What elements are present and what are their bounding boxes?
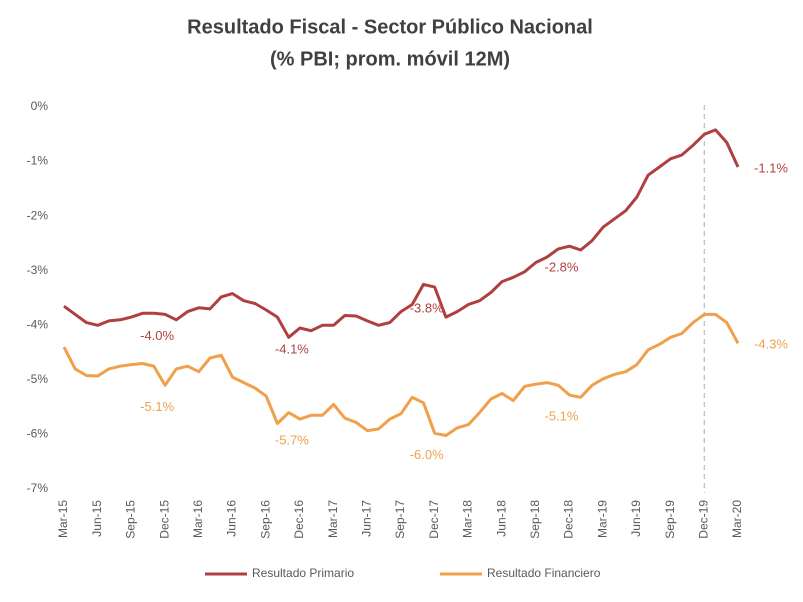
x-tick-label: Mar-20 <box>730 500 744 538</box>
y-tick-label: 0% <box>31 99 49 113</box>
data-annotation: -3.8% <box>410 301 444 316</box>
x-tick-label: Dec-19 <box>696 500 710 539</box>
y-tick-label: -4% <box>27 317 49 331</box>
x-tick-label: Mar-16 <box>191 500 205 538</box>
x-tick-label: Mar-15 <box>56 500 70 538</box>
series-line <box>63 128 740 339</box>
x-tick-label: Dec-16 <box>292 500 306 539</box>
data-annotation: -5.1% <box>140 399 174 414</box>
data-annotation: -1.1% <box>754 160 788 175</box>
data-annotation: -5.7% <box>275 433 309 448</box>
y-tick-label: -1% <box>27 154 49 168</box>
data-annotation: -6.0% <box>410 447 444 462</box>
x-tick-label: Dec-18 <box>562 500 576 539</box>
y-tick-label: -7% <box>27 481 49 495</box>
y-tick-label: -2% <box>27 208 49 222</box>
data-annotation: -5.1% <box>545 409 579 424</box>
y-tick-label: -5% <box>27 372 49 386</box>
x-tick-label: Jun-16 <box>225 500 239 537</box>
data-annotation: -4.0% <box>140 328 174 343</box>
legend-label: Resultado Financiero <box>487 566 601 580</box>
x-tick-label: Dec-17 <box>427 500 441 539</box>
legend-label: Resultado Primario <box>252 566 354 580</box>
series-line <box>62 312 740 437</box>
x-tick-label: Sep-19 <box>663 500 677 539</box>
chart-title: Resultado Fiscal - Sector Público Nacion… <box>187 16 593 38</box>
x-tick-label: Sep-18 <box>528 500 542 539</box>
data-annotation: -4.3% <box>754 337 788 352</box>
data-annotation: -2.8% <box>545 260 579 275</box>
y-tick-label: -3% <box>27 263 49 277</box>
x-tick-label: Jun-15 <box>90 500 104 537</box>
x-tick-label: Jun-19 <box>629 500 643 537</box>
x-tick-label: Mar-17 <box>326 500 340 538</box>
x-tick-label: Dec-15 <box>157 500 171 539</box>
x-tick-label: Sep-16 <box>258 500 272 539</box>
y-tick-label: -6% <box>27 427 49 441</box>
data-annotation: -4.1% <box>275 341 309 356</box>
x-tick-label: Jun-17 <box>359 500 373 537</box>
x-tick-label: Mar-19 <box>595 500 609 538</box>
chart-subtitle: (% PBI; prom. móvil 12M) <box>270 48 510 70</box>
x-tick-label: Mar-18 <box>461 500 475 538</box>
x-tick-label: Sep-15 <box>124 500 138 539</box>
x-tick-label: Jun-18 <box>494 500 508 537</box>
x-tick-label: Sep-17 <box>393 500 407 539</box>
